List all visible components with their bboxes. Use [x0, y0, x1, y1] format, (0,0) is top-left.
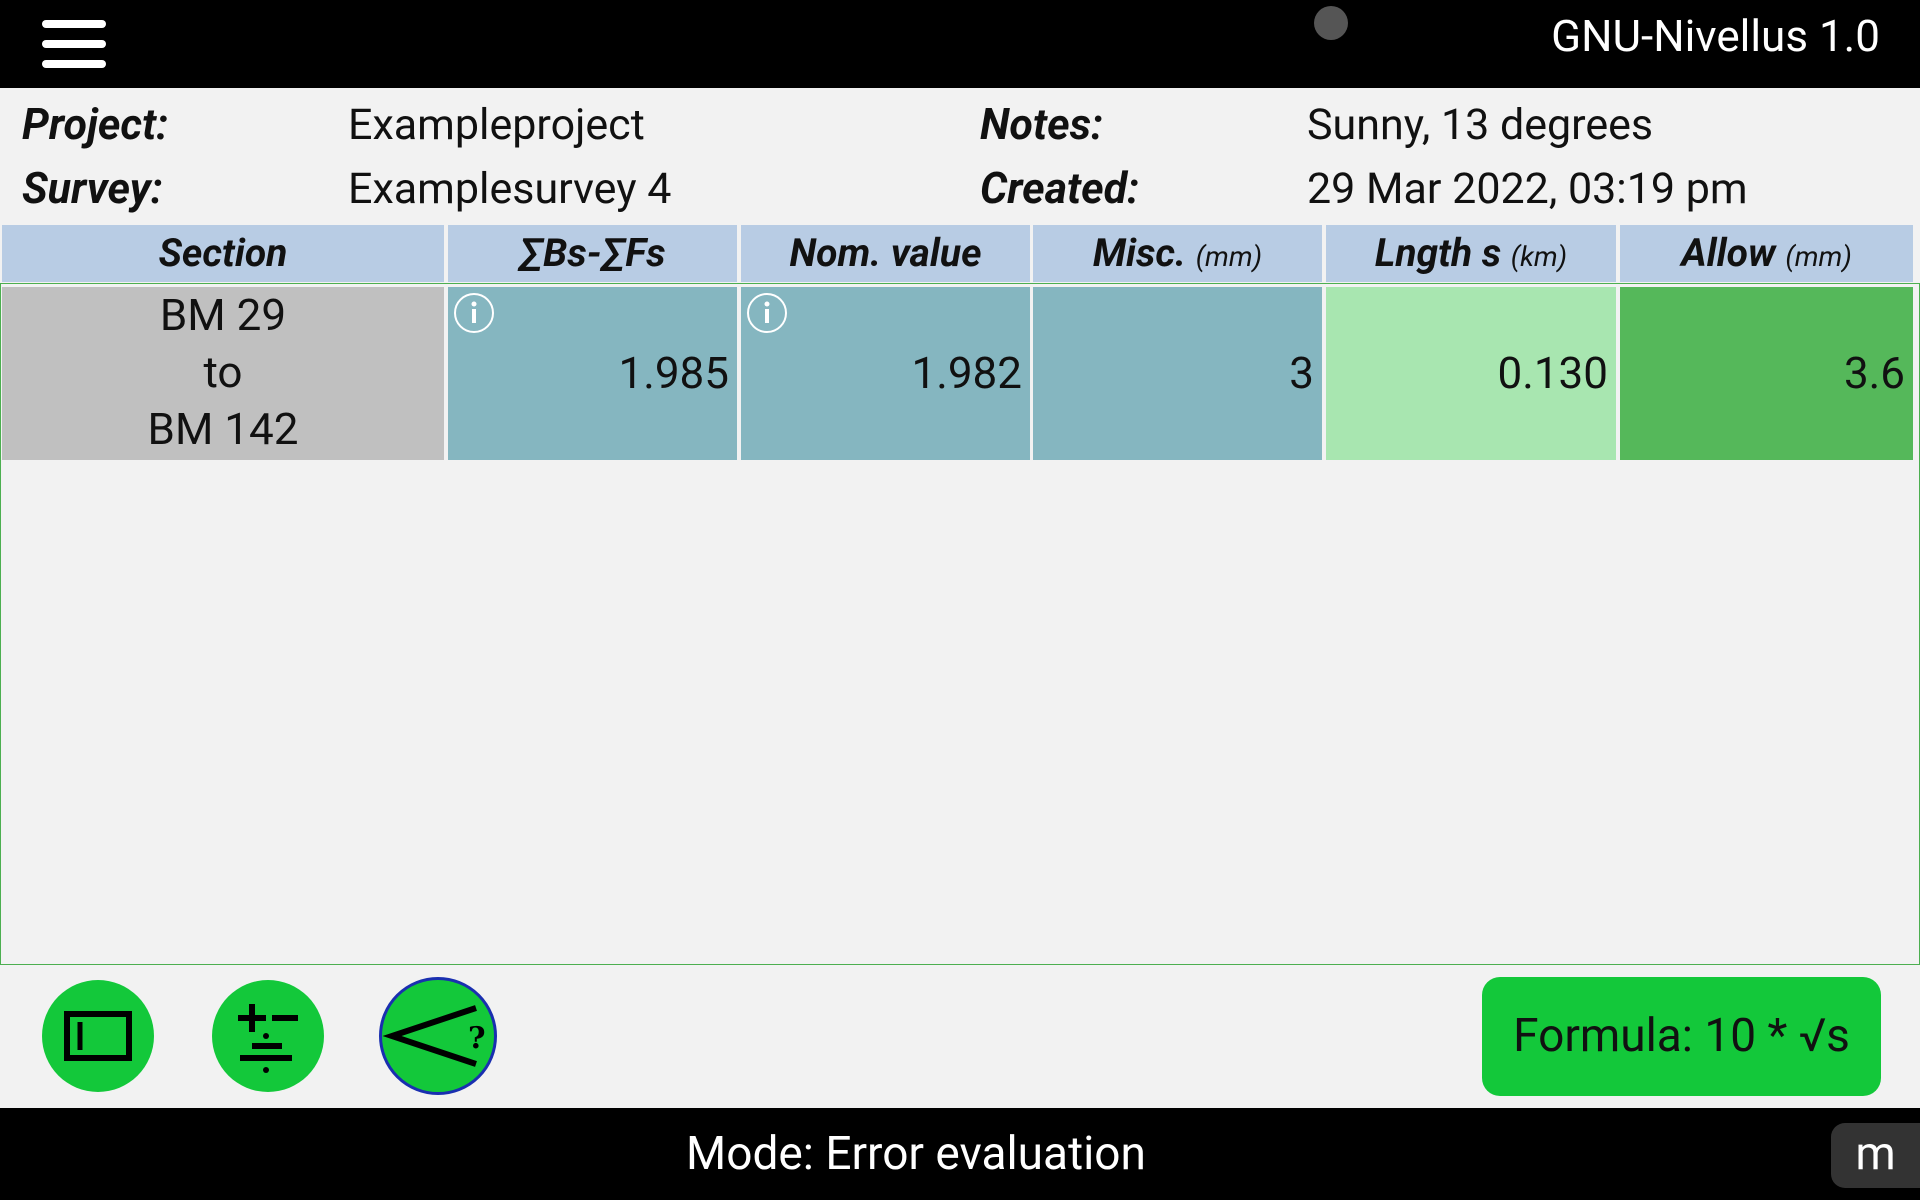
top-bar: GNU-Nivellus 1.0 — [0, 0, 1920, 88]
bottom-bar: Mode: Error evaluation m — [0, 1108, 1920, 1200]
column-unit: (km) — [1510, 240, 1568, 273]
project-value: Exampleproject — [348, 100, 645, 150]
section-cell: BM 29 to BM 142 — [2, 287, 444, 460]
column-name: Misc. — [1092, 230, 1187, 276]
section-line: BM 29 — [159, 289, 287, 341]
value-cell: 1.982 — [741, 287, 1030, 460]
section-line: BM 142 — [147, 403, 299, 455]
column-header: Allow (mm) — [1620, 225, 1913, 282]
column-header: ∑Bs-∑Fs — [448, 225, 737, 282]
compare-button[interactable]: ? — [379, 977, 497, 1095]
column-name: Nom. value — [789, 230, 982, 276]
survey-label: Survey: — [22, 164, 163, 214]
created-label: Created: — [980, 164, 1140, 214]
notes-value: Sunny, 13 degrees — [1307, 100, 1654, 150]
notes-label: Notes: — [980, 100, 1104, 150]
menu-key[interactable]: m — [1831, 1123, 1920, 1188]
column-name: Lngth s — [1374, 230, 1502, 276]
value-cell: 0.130 — [1326, 287, 1616, 460]
formula-button[interactable]: Formula: 10 * √s — [1482, 977, 1881, 1096]
value-cell: 1.985 — [448, 287, 737, 460]
app-title: GNU-Nivellus 1.0 — [1551, 10, 1880, 62]
project-label: Project: — [22, 100, 169, 150]
view-button[interactable] — [42, 980, 154, 1092]
mode-label: Mode: Error evaluation — [686, 1127, 1146, 1181]
column-header: Misc. (mm) — [1033, 225, 1322, 282]
info-icon[interactable] — [454, 293, 494, 333]
svg-text:?: ? — [468, 1021, 486, 1056]
column-unit: (mm) — [1195, 240, 1263, 273]
calc-button[interactable] — [212, 980, 324, 1092]
survey-value: Examplesurvey 4 — [348, 164, 672, 214]
info-icon[interactable] — [747, 293, 787, 333]
section-line: to — [203, 346, 243, 398]
camera-dot — [1314, 6, 1348, 40]
value-cell: 3 — [1033, 287, 1322, 460]
created-value: 29 Mar 2022, 03:19 pm — [1307, 164, 1748, 214]
column-header: Lngth s (km) — [1326, 225, 1616, 282]
column-name: Section — [158, 230, 288, 276]
column-header: Section — [2, 225, 444, 282]
column-header: Nom. value — [741, 225, 1030, 282]
menu-button[interactable] — [40, 18, 110, 70]
column-name: Allow — [1681, 230, 1776, 276]
column-unit: (mm) — [1785, 240, 1852, 273]
value-cell: 3.6 — [1620, 287, 1913, 460]
column-name: ∑Bs-∑Fs — [519, 230, 666, 276]
